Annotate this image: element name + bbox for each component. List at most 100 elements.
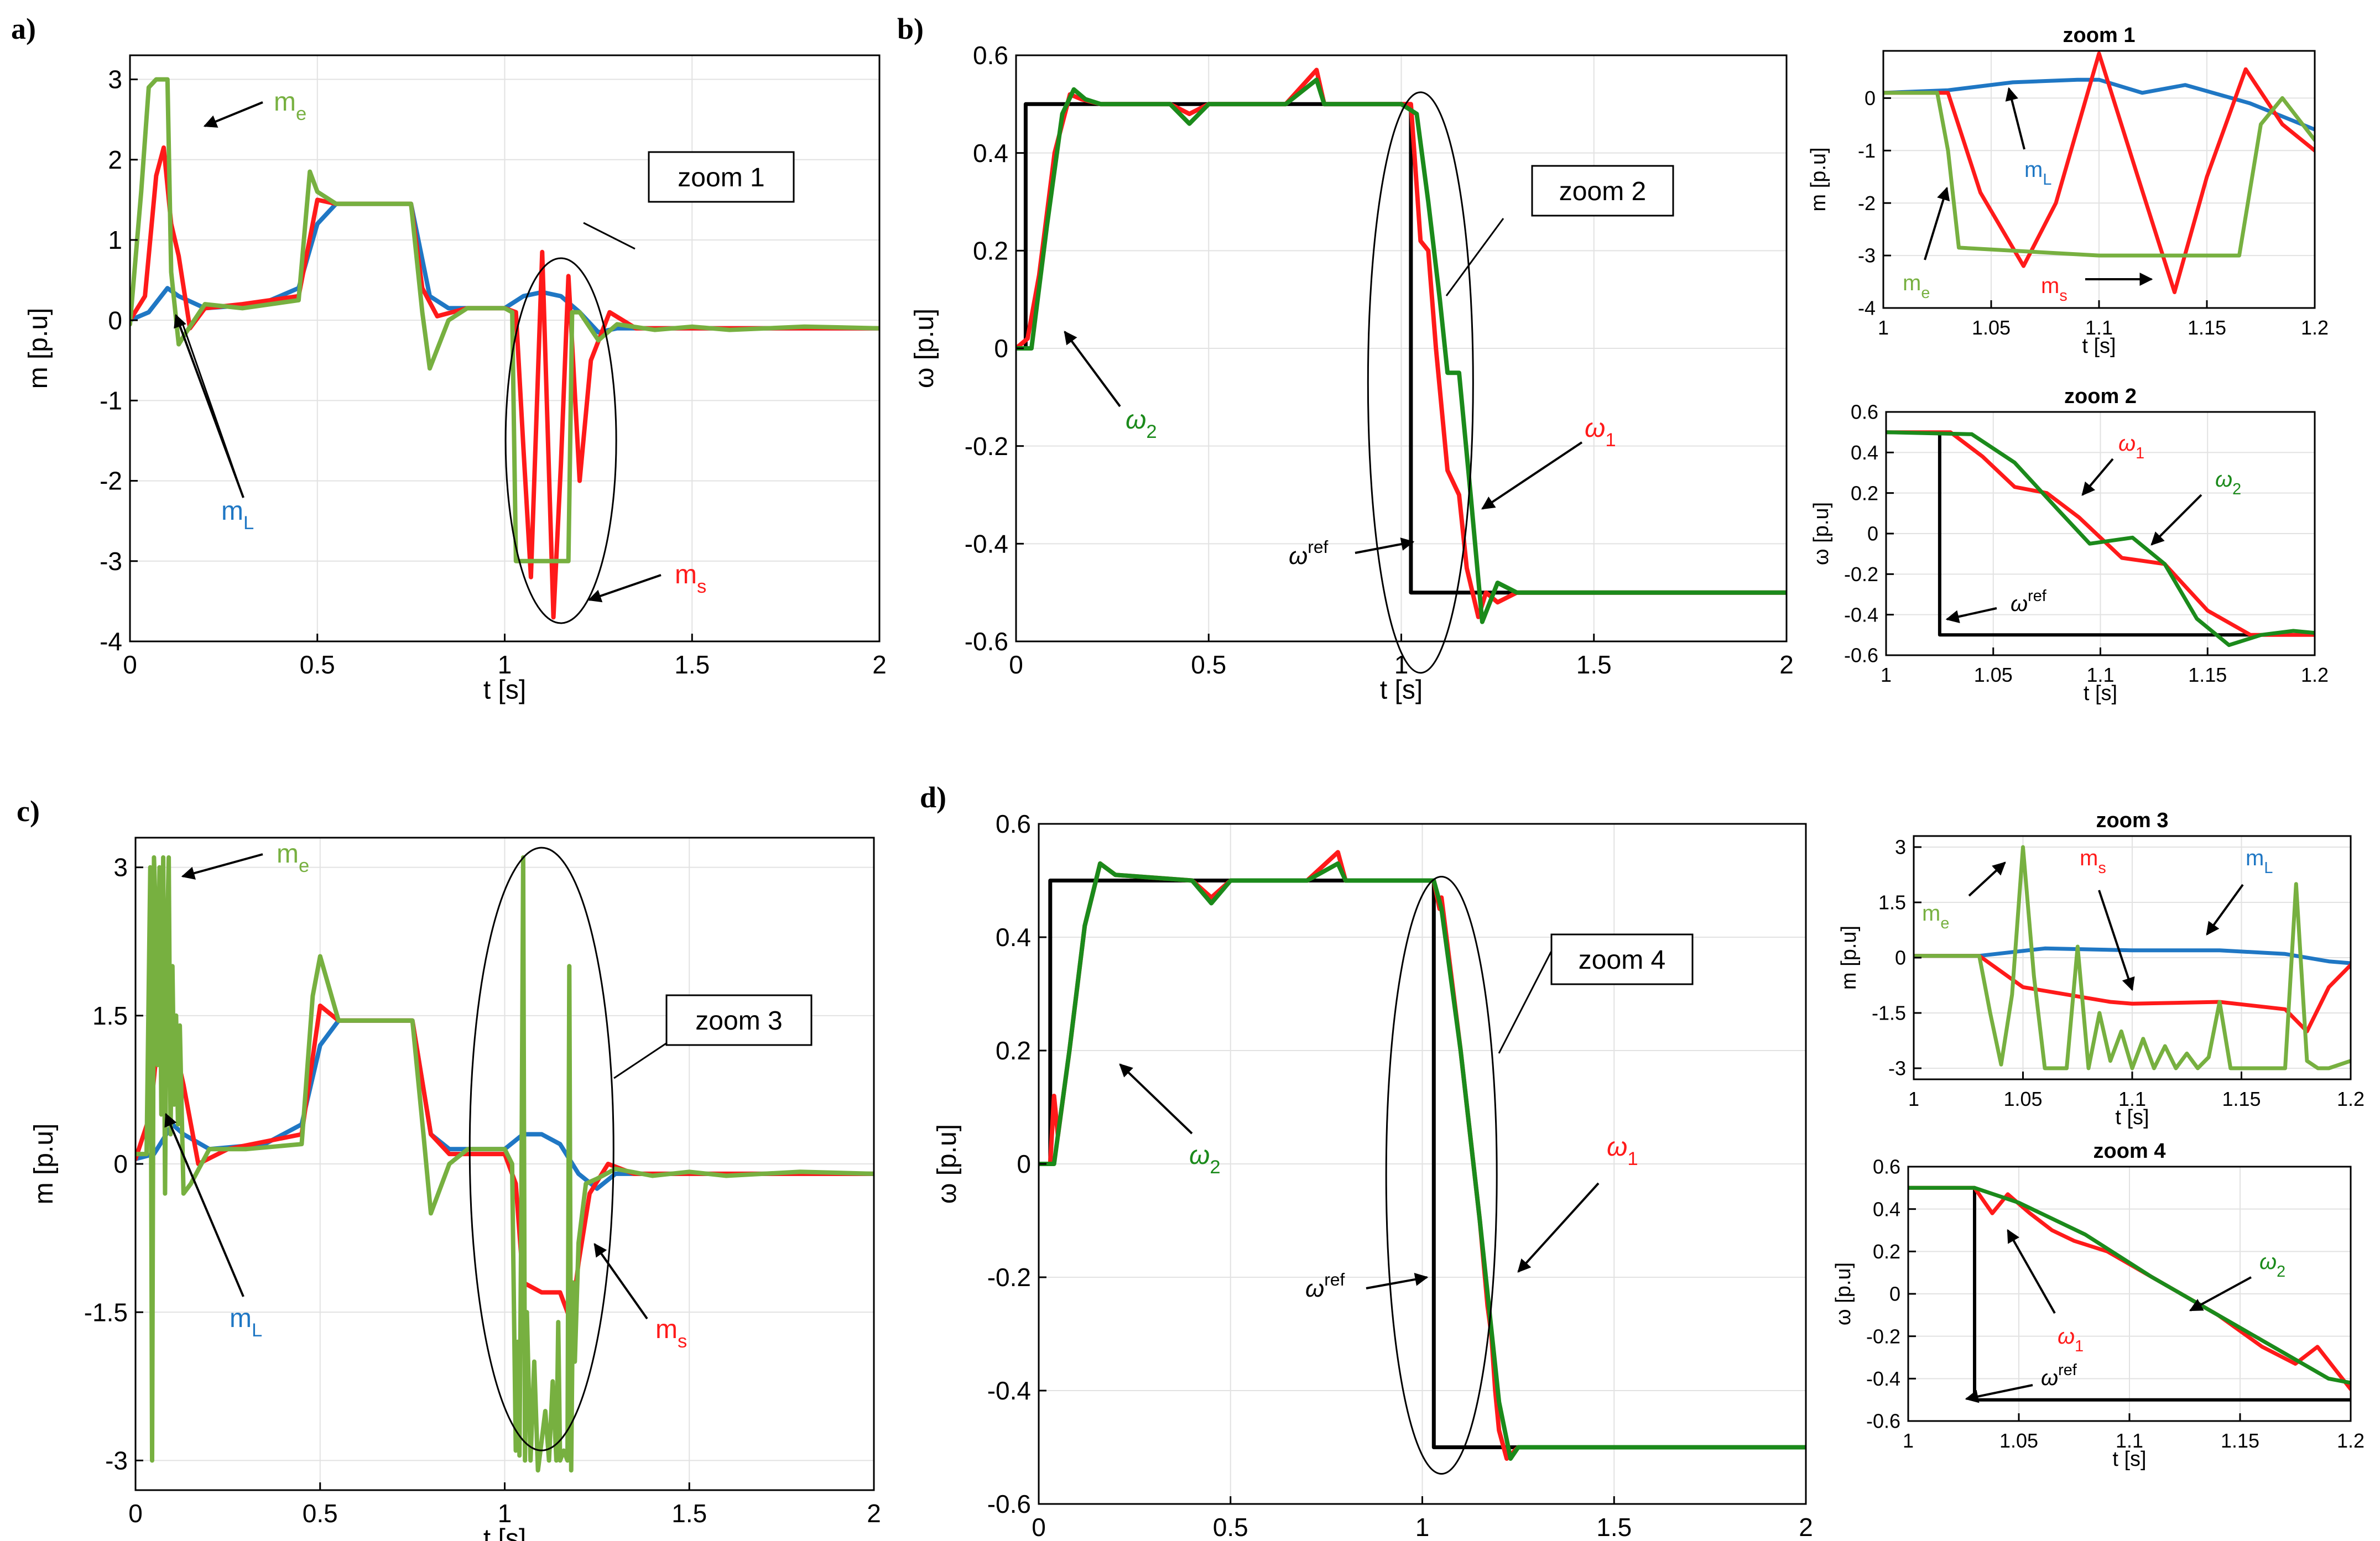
x-axis-label: t [s] xyxy=(483,1524,526,1541)
y-tick-label: -4 xyxy=(1858,297,1876,320)
series-mL xyxy=(1883,77,2315,132)
arrow xyxy=(2007,1229,2056,1314)
y-tick-label: -0.6 xyxy=(1866,1410,1900,1433)
y-tick-label: -1.5 xyxy=(84,1298,128,1326)
series-group xyxy=(1914,845,2351,1070)
y-axis-label: m [p.u] xyxy=(1837,926,1861,990)
annotation-label: ω2 xyxy=(1126,405,1157,442)
chart-title: zoom 2 xyxy=(2064,385,2137,408)
zoom-box xyxy=(648,151,795,203)
y-tick-label: -3 xyxy=(100,547,122,576)
x-tick-label: 2 xyxy=(1799,1513,1813,1541)
series-2 xyxy=(1039,861,1806,1461)
series-ms xyxy=(1883,51,2315,294)
panel-label: a) xyxy=(11,12,36,45)
zoom-box xyxy=(1550,933,1694,985)
y-tick-label: -0.2 xyxy=(965,432,1008,461)
y-tick-label: -0.6 xyxy=(965,627,1008,656)
arrow xyxy=(2081,458,2114,496)
annotation-label: ms xyxy=(2041,274,2067,305)
series-me xyxy=(1883,91,2315,258)
y-tick-label: -0.6 xyxy=(1844,644,1878,667)
y-tick-label: -1.5 xyxy=(1872,1002,1906,1025)
arrow xyxy=(1119,1063,1193,1135)
arrow xyxy=(2098,890,2135,991)
y-tick-label: 1.5 xyxy=(1878,891,1906,914)
arrow xyxy=(1945,607,1997,624)
annotation-label: me xyxy=(1903,271,1930,302)
x-tick-label: 1.2 xyxy=(2301,316,2329,339)
y-tick-label: 3 xyxy=(108,65,122,94)
x-tick-label: 2 xyxy=(872,650,887,679)
x-tick-label: 0 xyxy=(1032,1513,1046,1541)
annotation-label: ωref xyxy=(1289,537,1328,570)
x-tick-label: 0 xyxy=(123,650,137,679)
leader-line xyxy=(583,222,636,250)
y-tick-label: -0.2 xyxy=(987,1263,1031,1292)
series-2 xyxy=(1886,430,2315,647)
zoom-box-label: zoom 4 xyxy=(1579,946,1665,975)
x-tick-label: 1.2 xyxy=(2337,1088,2365,1110)
y-tick-label: -0.2 xyxy=(1844,563,1878,586)
y-tick-label: -3 xyxy=(1888,1057,1906,1080)
y-axis-label: m [p.u] xyxy=(29,1124,59,1205)
y-tick-label: 0 xyxy=(108,306,122,335)
zoom-ellipse xyxy=(1385,876,1498,1475)
series-me xyxy=(1914,845,2351,1070)
x-tick-label: 1.15 xyxy=(2221,1429,2259,1452)
series-1 xyxy=(1908,1185,2351,1391)
arrow xyxy=(587,574,662,603)
x-tick-label: 0.5 xyxy=(1213,1513,1248,1541)
arrow xyxy=(1481,441,1583,510)
chart-title: zoom 3 xyxy=(2096,809,2169,832)
zoom-ellipse xyxy=(504,257,617,624)
annotation-label: ω1 xyxy=(1607,1132,1638,1169)
y-tick-label: -0.4 xyxy=(965,529,1008,558)
x-tick-label: 1 xyxy=(498,1499,512,1528)
chart-title: zoom 4 xyxy=(2093,1140,2166,1163)
y-axis-label: ω [p.u] xyxy=(933,1124,962,1204)
y-axis-label: ω [p.u] xyxy=(1810,502,1833,565)
zoom-ellipse xyxy=(1367,91,1474,674)
series-2 xyxy=(1016,77,1787,624)
y-tick-label: -0.4 xyxy=(987,1376,1031,1405)
x-tick-label: 1.1 xyxy=(2085,316,2113,339)
annotation-label: mL xyxy=(2024,158,2051,189)
annotation-label: ω1 xyxy=(2058,1324,2084,1355)
x-tick-label: 1.15 xyxy=(2188,316,2226,339)
chart-zoom2: 1 1.05 1.1 1.15 1.2 -0.6 -0.4 -0.2 0 0.2 0.4 0.6 t [… xyxy=(1810,385,2329,705)
y-tick-label: 0.2 xyxy=(1851,482,1878,504)
y-tick-label: -2 xyxy=(100,467,122,495)
y-tick-label: -3 xyxy=(105,1446,128,1475)
annotation-label: mL xyxy=(221,497,254,534)
x-axis-label: t [s] xyxy=(1401,1538,1444,1541)
panel-label: c) xyxy=(17,795,40,828)
y-tick-label: 0.4 xyxy=(996,923,1031,952)
y-tick-label: 0.6 xyxy=(1873,1156,1900,1178)
x-tick-label: 1.5 xyxy=(671,1499,707,1528)
annotation-label: me xyxy=(1922,901,1949,932)
x-tick-label: 1.05 xyxy=(1972,316,2011,339)
arrow xyxy=(2005,87,2025,150)
y-tick-label: 0.6 xyxy=(973,41,1008,70)
chart-zoom3: 1 1.05 1.1 1.15 1.2 -3 -1.5 0 1.5 3 t [s] m [p.u] zo… xyxy=(1837,809,2365,1129)
x-tick-label: 0 xyxy=(128,1499,143,1528)
arrow xyxy=(1924,186,1950,260)
arrow xyxy=(1517,1182,1600,1273)
x-tick-label: 1.5 xyxy=(1576,650,1612,679)
y-tick-label: -1 xyxy=(1858,139,1876,162)
x-tick-label: 1 xyxy=(498,650,512,679)
y-tick-label: 0.2 xyxy=(973,236,1008,265)
zoom-box xyxy=(1531,165,1674,217)
chart-zoom4: 1 1.05 1.1 1.15 1.2 -0.6 -0.4 -0.2 0 0.2 0.4 0.6 t [… xyxy=(1832,1140,2365,1471)
x-tick-label: 1 xyxy=(1903,1429,1914,1452)
y-tick-label: 0 xyxy=(1889,1283,1900,1305)
y-tick-label: -2 xyxy=(1858,192,1876,215)
x-tick-label: 1.2 xyxy=(2337,1429,2365,1452)
arrow xyxy=(2206,884,2244,936)
y-tick-label: 0.4 xyxy=(1873,1198,1900,1220)
x-tick-label: 0.5 xyxy=(300,650,335,679)
x-axis-label: t [s] xyxy=(483,676,526,705)
chart-zoom1: 1 1.05 1.1 1.15 1.2 -4 -3 -2 -1 0 t [s] m [p.u] zoom… xyxy=(1807,24,2329,358)
arrow xyxy=(174,314,244,498)
